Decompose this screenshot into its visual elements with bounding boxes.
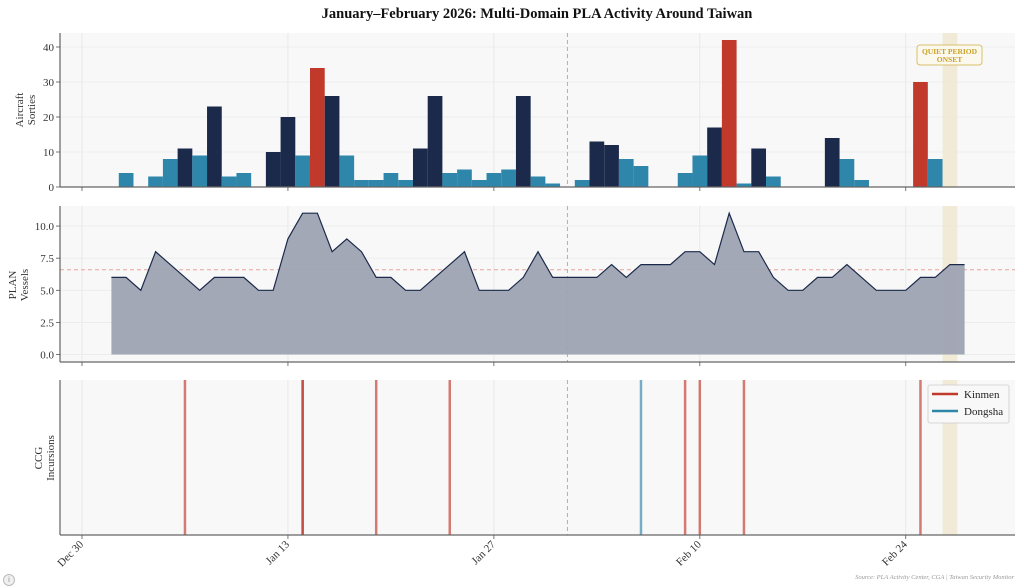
bar <box>854 180 869 187</box>
bar <box>295 155 311 187</box>
bar <box>148 176 163 187</box>
bar <box>412 148 428 187</box>
bar <box>192 155 208 187</box>
bar <box>368 180 384 187</box>
quiet-period-annotation: QUIET PERIOD ONSET <box>916 44 983 66</box>
bar <box>618 159 634 187</box>
bar <box>692 155 708 187</box>
bar <box>589 141 605 187</box>
panel-background-2 <box>60 380 1015 535</box>
y-tick-label: 0.0 <box>40 350 54 362</box>
ylabel-plan-line1: PLAN <box>7 271 19 300</box>
bar <box>280 117 296 187</box>
bar <box>118 173 134 187</box>
y-tick-label: 40 <box>43 42 55 54</box>
ylabel-ccg-line1: CCG <box>33 447 45 470</box>
bar <box>574 180 590 187</box>
y-tick-label: 30 <box>43 77 55 89</box>
bar <box>604 145 619 187</box>
ylabel-plan-line2: Vessels <box>19 269 31 301</box>
bar <box>721 40 737 187</box>
bar <box>927 159 943 187</box>
x-tick-label: Feb 10 <box>674 538 704 568</box>
y-tick-label: 7.5 <box>40 253 54 265</box>
bar <box>354 180 369 187</box>
bar <box>442 173 458 187</box>
bar <box>236 173 252 187</box>
info-icon[interactable]: i <box>3 574 15 586</box>
y-tick-label: 10.0 <box>35 221 55 233</box>
bar <box>707 127 722 187</box>
quiet-period-label-line1: QUIET PERIOD <box>922 47 978 56</box>
bar <box>913 82 928 187</box>
ylabel-aircraft-line2: Sorties <box>26 95 38 126</box>
x-tick-label: Dec 30 <box>55 538 86 569</box>
bar <box>427 96 443 187</box>
y-tick-label: 0 <box>49 182 55 194</box>
bar <box>339 155 355 187</box>
bar <box>530 176 546 187</box>
bar <box>677 173 693 187</box>
quiet-period-label-line2: ONSET <box>937 55 962 64</box>
x-tick-label: Jan 13 <box>263 538 292 567</box>
quiet-period-annotation-box <box>916 44 983 66</box>
legend: Kinmen Dongsha <box>927 384 1010 424</box>
area-fill <box>111 213 965 355</box>
x-tick-label: Feb 24 <box>880 538 910 568</box>
source-note: Source: PLA Activity Center, CGA | Taiwa… <box>855 574 1014 581</box>
bar <box>207 106 222 187</box>
bar <box>265 152 281 187</box>
x-tick-label: Jan 27 <box>469 538 498 567</box>
bar <box>486 173 502 187</box>
legend-label-dongsha: Dongsha <box>964 406 1003 418</box>
bar <box>766 176 781 187</box>
y-tick-label: 5.0 <box>40 285 54 297</box>
bar <box>633 166 649 187</box>
bar <box>310 68 325 187</box>
bar <box>221 176 237 187</box>
bar <box>751 148 767 187</box>
bar <box>383 173 399 187</box>
bar <box>398 180 413 187</box>
bar <box>501 169 516 187</box>
quiet-period-band <box>942 33 958 187</box>
y-tick-label: 10 <box>43 147 55 159</box>
ylabel-aircraft-line1: Aircraft <box>14 93 26 128</box>
bar <box>736 183 752 187</box>
bar <box>162 159 178 187</box>
bar <box>324 96 340 187</box>
y-tick-label: 2.5 <box>40 317 54 329</box>
bar <box>471 180 487 187</box>
bar <box>824 138 840 187</box>
bar <box>177 148 193 187</box>
bar <box>457 169 472 187</box>
bar <box>515 96 531 187</box>
area-line <box>111 211 965 292</box>
chart-title: January–February 2026: Multi-Domain PLA … <box>322 6 753 22</box>
y-tick-label: 20 <box>43 112 55 124</box>
legend-label-kinmen: Kinmen <box>964 389 1000 401</box>
ylabel-ccg-line2: Incursions <box>45 435 57 481</box>
bar <box>545 183 561 187</box>
bar <box>839 159 855 187</box>
